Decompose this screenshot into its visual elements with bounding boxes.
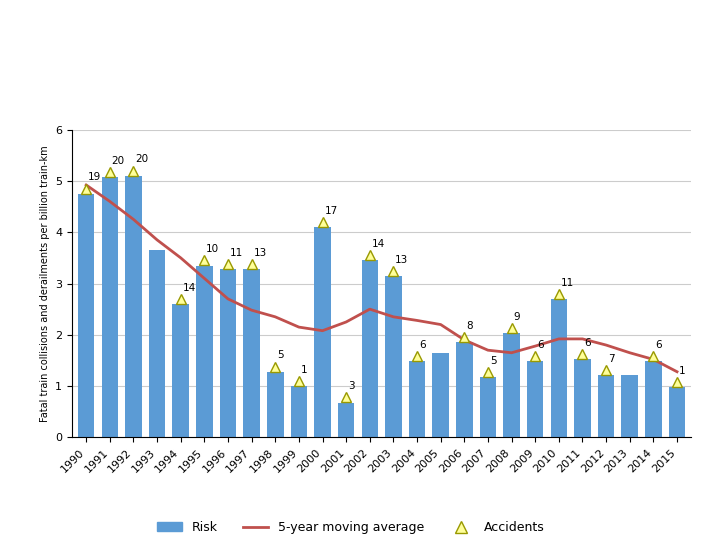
Bar (480, 377, 496, 437)
Text: 5: 5 (277, 350, 284, 361)
Bar (456, 342, 472, 437)
Text: 13: 13 (395, 254, 408, 265)
Text: 11: 11 (561, 278, 574, 288)
Text: 10: 10 (206, 244, 220, 254)
Bar (409, 361, 426, 437)
Bar (149, 250, 166, 437)
Bar (361, 260, 378, 437)
Bar (314, 227, 330, 437)
Bar (220, 269, 236, 437)
Bar (669, 387, 685, 437)
Bar (385, 276, 402, 437)
Text: 17: 17 (325, 206, 338, 216)
Bar (621, 375, 638, 437)
Bar (102, 177, 118, 437)
Bar (503, 333, 520, 437)
Bar (78, 194, 94, 437)
Legend: Risk, 5-year moving average, Accidents: Risk, 5-year moving average, Accidents (152, 516, 549, 539)
Text: 3: 3 (348, 381, 355, 391)
Text: 7: 7 (608, 354, 615, 363)
Text: 19: 19 (88, 172, 102, 183)
Text: 6: 6 (655, 340, 662, 350)
Text: 11: 11 (230, 248, 243, 258)
Text: 20: 20 (135, 154, 148, 165)
Text: 6: 6 (419, 340, 426, 350)
Text: 6: 6 (537, 340, 544, 350)
Bar (291, 386, 307, 437)
Text: 14: 14 (183, 283, 196, 293)
Text: 20: 20 (112, 156, 125, 166)
Bar (575, 360, 590, 437)
Bar (196, 266, 212, 437)
Bar (338, 402, 354, 437)
Bar (645, 361, 662, 437)
Y-axis label: Fatal train collisions and derailments per billion train-km: Fatal train collisions and derailments p… (40, 145, 50, 422)
Bar (243, 269, 260, 437)
Bar (173, 304, 189, 437)
Text: 9: 9 (513, 312, 520, 322)
Text: 6: 6 (585, 338, 591, 348)
Text: 1: 1 (679, 366, 685, 376)
Text: 13: 13 (253, 248, 266, 258)
Bar (527, 361, 544, 437)
Text: 8: 8 (467, 321, 473, 331)
Bar (598, 375, 614, 437)
Text: 14: 14 (372, 239, 385, 249)
Bar (551, 299, 567, 437)
Bar (267, 372, 284, 437)
Bar (125, 176, 142, 437)
Bar (433, 353, 449, 437)
Text: Trčenja in iztirjenja vlakov  v EU na
        mlrd-vlkm 1990-2015: Trčenja in iztirjenja vlakov v EU na mlr… (60, 28, 660, 91)
Text: 1: 1 (301, 365, 307, 375)
Text: 5: 5 (490, 355, 497, 366)
